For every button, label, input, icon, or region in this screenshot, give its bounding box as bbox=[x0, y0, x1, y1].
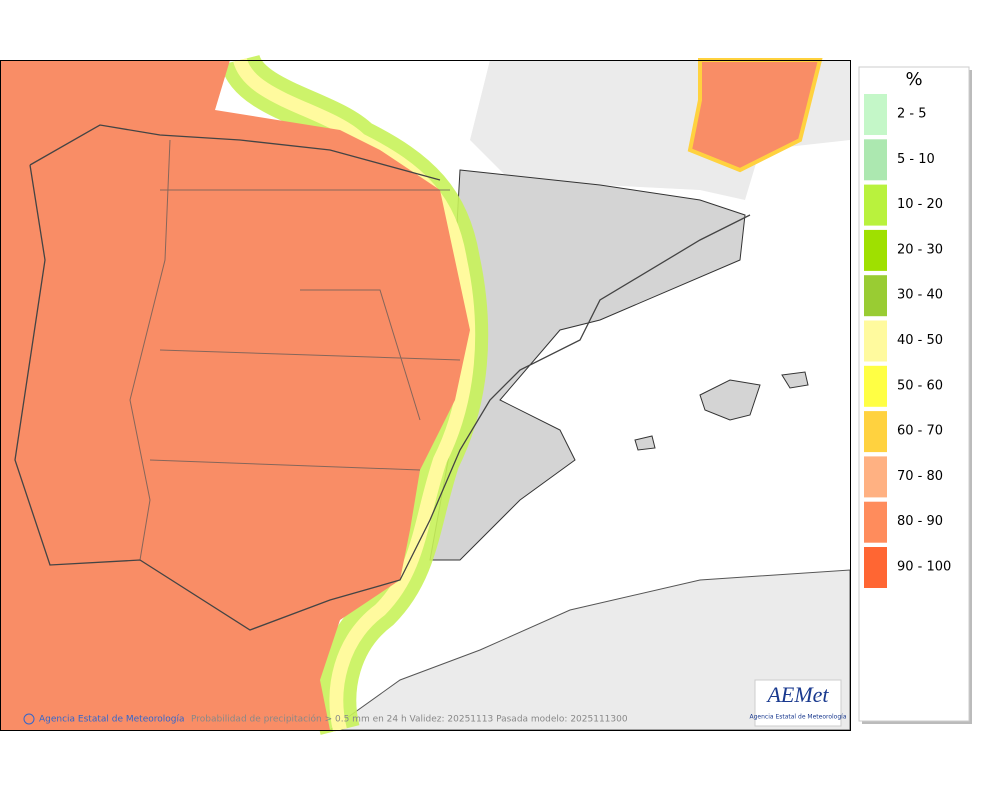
region-borders bbox=[129, 139, 461, 561]
legend-label: 30 - 40 bbox=[897, 288, 943, 303]
logo-name: AEMet bbox=[765, 682, 829, 707]
legend-label: 50 - 60 bbox=[897, 378, 943, 393]
logo-subtitle: Agencia Estatal de Meteorología bbox=[750, 714, 847, 721]
legend-label: 20 - 30 bbox=[897, 242, 943, 257]
legend-label: 2 - 5 bbox=[897, 107, 927, 122]
credit: Agencia Estatal de Meteorología bbox=[39, 715, 185, 725]
ibiza bbox=[634, 435, 656, 451]
legend-swatch bbox=[864, 547, 887, 588]
high-probability-area bbox=[0, 60, 470, 730]
mallorca bbox=[699, 379, 761, 421]
logo-box bbox=[754, 679, 842, 727]
legend-swatch bbox=[864, 139, 887, 181]
legend-label: 10 - 20 bbox=[897, 197, 943, 212]
legend-label: 90 - 100 bbox=[897, 560, 951, 575]
legend-swatch bbox=[864, 411, 887, 453]
legend-label: 5 - 10 bbox=[897, 152, 935, 167]
transition-band bbox=[233, 57, 476, 732]
legend-title: % bbox=[905, 69, 922, 90]
legend-label: 80 - 90 bbox=[897, 514, 943, 529]
copyright-icon bbox=[23, 713, 35, 725]
legend-label: 60 - 70 bbox=[897, 424, 943, 439]
legend-swatch bbox=[864, 229, 887, 271]
legend-swatch bbox=[864, 184, 887, 226]
coastline bbox=[14, 124, 751, 631]
legend-label: 70 - 80 bbox=[897, 469, 943, 484]
legend-swatch bbox=[864, 275, 887, 317]
legend-swatch bbox=[864, 94, 887, 135]
caption: Probabilidad de precipitación > 0.5 mm e… bbox=[191, 714, 628, 725]
legend-swatch bbox=[864, 365, 887, 407]
legend-swatch bbox=[864, 320, 887, 362]
map-frame bbox=[0, 60, 851, 731]
legend-label: 40 - 50 bbox=[897, 333, 943, 348]
legend-swatch bbox=[864, 456, 887, 498]
menorca bbox=[781, 371, 809, 389]
legend-swatch bbox=[864, 501, 887, 543]
